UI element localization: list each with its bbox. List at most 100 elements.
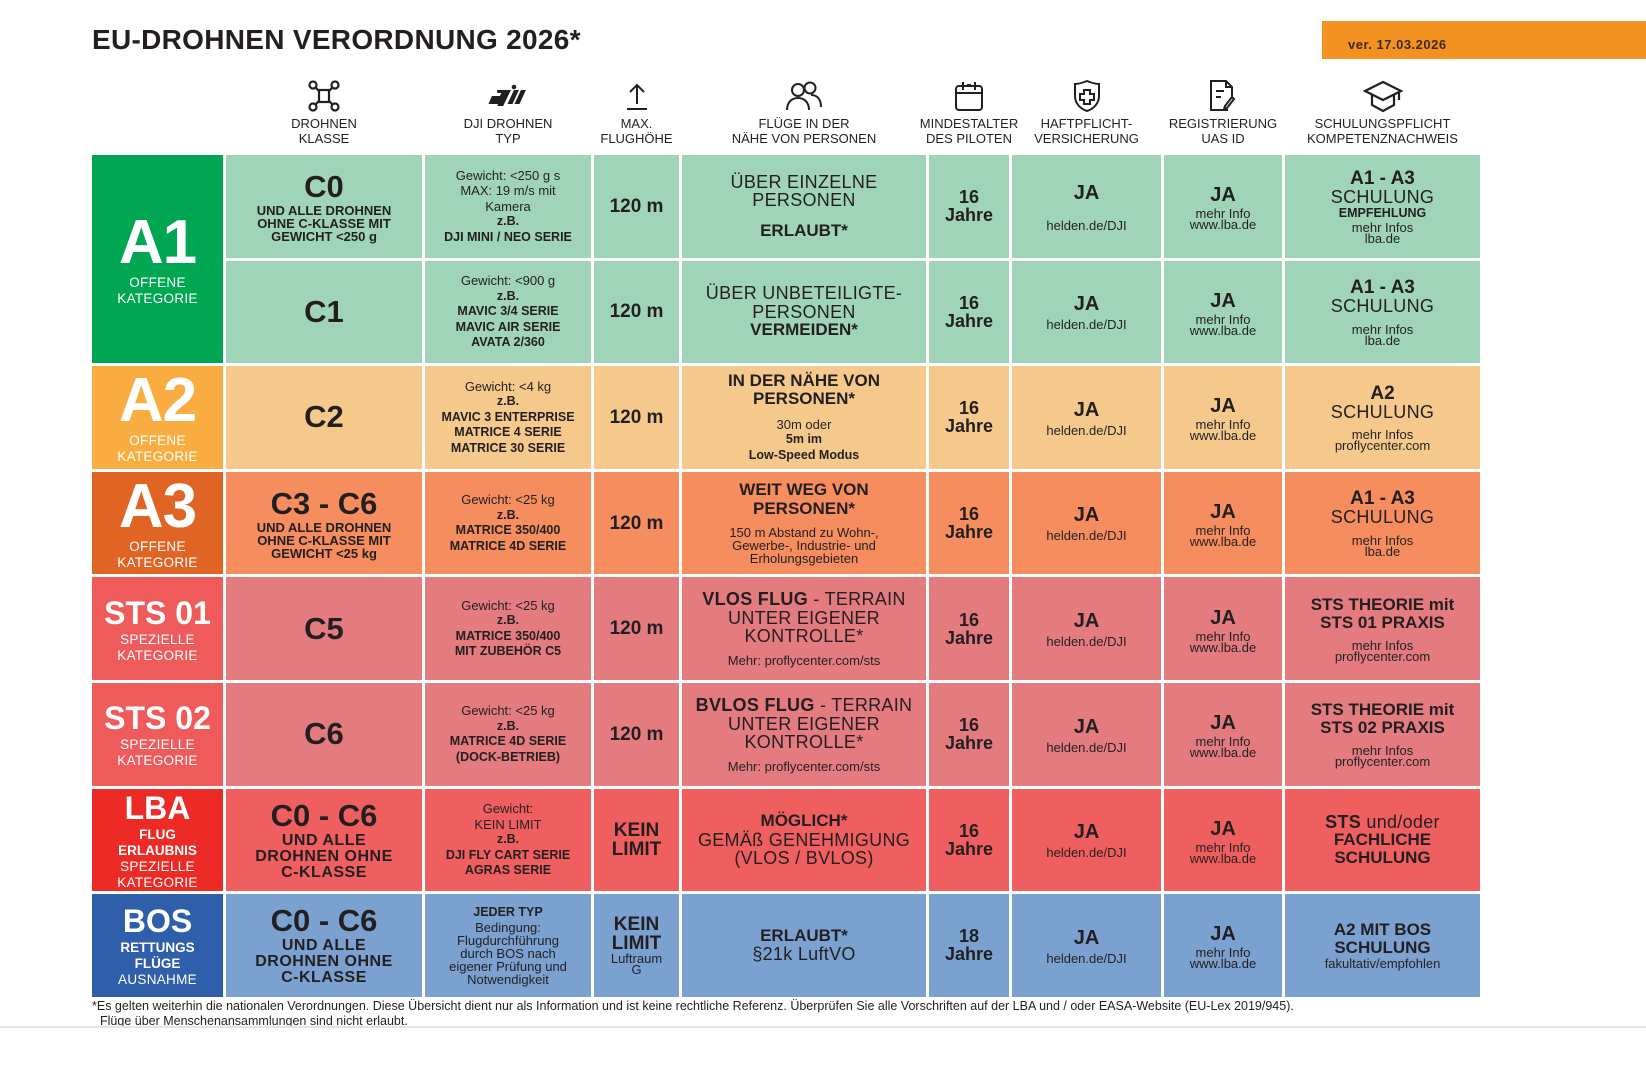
cell-personen: WEIT WEG VON PERSONEN* 150 m Abstand zu Wo… <box>682 471 926 575</box>
cell-line: JA <box>1210 289 1236 312</box>
category-lba: LBA FLUG ERLAUBNIS SPEZIELLE KATEGORIE <box>92 788 223 892</box>
cell-line: helden.de/DJI <box>1046 633 1127 649</box>
cell-line: Gewicht: <4 kg <box>464 378 552 394</box>
cell-line: A1 - A3 <box>1350 277 1415 299</box>
cell-line: JEDER TYP <box>473 905 543 920</box>
regulation-table: A1 OFFENE KATEGORIE C0 UND ALLE DROHNEN OHNE … <box>92 155 1480 997</box>
cell-line: KEIN <box>613 914 660 936</box>
cell-line: (VLOS / BVLOS) <box>734 848 874 869</box>
cell-registrierung: JA mehr Info www.lba.de <box>1164 894 1282 997</box>
shield-plus-icon <box>1072 76 1102 116</box>
cell-line: (DOCK-BETRIEB) <box>455 749 561 764</box>
header-mindestalter: MINDESTALTER DES PILOTEN <box>920 76 1018 146</box>
cell-line: A2 MIT BOS <box>1333 919 1432 939</box>
header-label: NÄHE VON PERSONEN <box>731 131 877 146</box>
cell-alter: 16 Jahre <box>929 155 1009 258</box>
cell-personen: ERLAUBT* §21k LuftVO <box>682 894 926 997</box>
version-banner: ver. 17.03.2026 <box>1322 21 1646 59</box>
cell-line: JA <box>1210 712 1236 735</box>
cell-line: MIT ZUBEHÖR C5 <box>454 644 562 659</box>
cell-line: MÖGLICH* <box>760 811 848 831</box>
cell-line: JA <box>1210 395 1236 418</box>
cell-line: DROHNEN OHNE <box>255 953 393 971</box>
cell-line: UNTER EIGENER <box>728 607 880 628</box>
cell-line: AVATA 2/360 <box>471 335 545 350</box>
cell-line: www.lba.de <box>1189 217 1257 233</box>
cell-line: §21k LuftVO <box>752 944 856 965</box>
cell-line: STS 02 PRAXIS <box>1320 718 1445 738</box>
cell-schulung: A1 - A3 SCHULUNG mehr Infos lba.de <box>1285 471 1480 575</box>
cell-line: KONTROLLE* <box>744 626 864 647</box>
cell-line: OFFENE <box>129 539 186 555</box>
cell-line: FLUG <box>139 826 176 842</box>
cell-line: C3 - C6 <box>270 485 378 521</box>
cell-personen: BVLOS FLUG - TERRAIN UNTER EIGENER KONTROL… <box>682 682 926 786</box>
cell-line: C-KLASSE <box>281 969 367 987</box>
cell-line: ERLAUBT* <box>760 925 848 945</box>
category-a3: A3 OFFENE KATEGORIE <box>92 471 223 575</box>
cell-schulung: STS und/oder FACHLICHE SCHULUNG <box>1285 788 1480 892</box>
cell-line: mehr Infos <box>1351 743 1414 759</box>
cell-line: DROHNEN OHNE <box>255 847 393 865</box>
cell-line: durch BOS nach <box>460 945 556 961</box>
cell-line: JA <box>1073 821 1100 844</box>
cell-line: SCHULUNG <box>1334 848 1431 868</box>
cell-typ: JEDER TYP Bedingung: Flugdurchführung durch… <box>425 894 591 997</box>
cell-line: KONTROLLE* <box>744 732 864 753</box>
cell-typ: Gewicht: KEIN LIMIT z.B. DJI FLY CART SERIE… <box>425 788 591 892</box>
cell-line: JA <box>1210 817 1236 840</box>
cell-line: helden.de/DJI <box>1046 217 1127 233</box>
cell-line: C6 <box>304 716 344 752</box>
cell-line: 120 m <box>609 618 664 640</box>
cell-line: SPEZIELLE <box>120 631 195 647</box>
cell-line: Luftraum <box>610 951 663 967</box>
cell-line: Jahre <box>944 522 994 543</box>
cell-line: 18 <box>958 926 980 947</box>
cell-line: JA <box>1210 923 1236 946</box>
cell-line: mehr Info <box>1195 417 1251 433</box>
cell-line: Jahre <box>944 310 994 331</box>
cell-personen: VLOS FLUG - TERRAIN UNTER EIGENER KONTROLL… <box>682 577 926 680</box>
cell-line: UND ALLE DROHNEN <box>256 202 392 218</box>
cell-line: Jahre <box>944 416 994 437</box>
header-label: HAFTPFLICHT- <box>1040 116 1133 131</box>
cell-line: PERSONEN <box>752 190 856 211</box>
cell-line: C0 - C6 <box>270 903 378 939</box>
cell-line: JA <box>1210 606 1236 629</box>
cell-line: Flugdurchführung <box>457 932 559 948</box>
category-bos: BOS RETTUNGS FLÜGE AUSNAHME <box>92 894 223 997</box>
cell-versicherung: JA helden.de/DJI <box>1012 366 1161 469</box>
cell-line: Jahre <box>944 838 994 859</box>
cell-line: WEIT WEG VON <box>739 480 869 500</box>
cell-line: LIMIT <box>611 933 662 955</box>
cell-line: OFFENE <box>129 275 186 291</box>
cell-text-segment: BVLOS FLUG <box>695 695 815 716</box>
cell-registrierung: JA mehr Info www.lba.de <box>1164 788 1282 892</box>
header-label: DJI DROHNEN <box>463 116 553 131</box>
header-personen: FLÜGE IN DER NÄHE VON PERSONEN <box>682 76 926 146</box>
cell-alter: 18 Jahre <box>929 894 1009 997</box>
header-label: KLASSE <box>298 131 350 146</box>
cell-line: JA <box>1210 501 1236 524</box>
cell-line: 150 m Abstand zu Wohn-, <box>729 525 879 541</box>
cell-hoehe: 120 m <box>594 155 679 258</box>
cell-versicherung: JA helden.de/DJI <box>1012 471 1161 575</box>
cell-line: mehr Info <box>1195 945 1251 961</box>
cell-line: SCHULUNG <box>1330 296 1435 317</box>
cell-line: STS THEORIE mit <box>1310 700 1455 720</box>
cell-line: z.B. <box>496 214 520 229</box>
cell-line: JA <box>1073 609 1100 632</box>
cell-line: JA <box>1073 504 1100 527</box>
cell-line: OHNE C-KLASSE MIT <box>257 215 391 231</box>
cell-line: Kamera <box>485 198 531 214</box>
cell-line: IN DER NÄHE VON <box>727 370 881 390</box>
cell-line: FACHLICHE <box>1333 830 1432 850</box>
cell-registrierung: JA mehr Info www.lba.de <box>1164 260 1282 364</box>
drone-icon <box>304 76 344 116</box>
cell-alter: 16 Jahre <box>929 366 1009 469</box>
cell-line: mehr Infos <box>1351 321 1414 337</box>
cell-line: SCHULUNG <box>1330 186 1435 207</box>
footnote: *Es gelten weiterhin die nationalen Vero… <box>92 999 1294 1029</box>
cell-line: DJI FLY CART SERIE <box>445 847 571 862</box>
header-label: MAX. <box>620 116 653 131</box>
